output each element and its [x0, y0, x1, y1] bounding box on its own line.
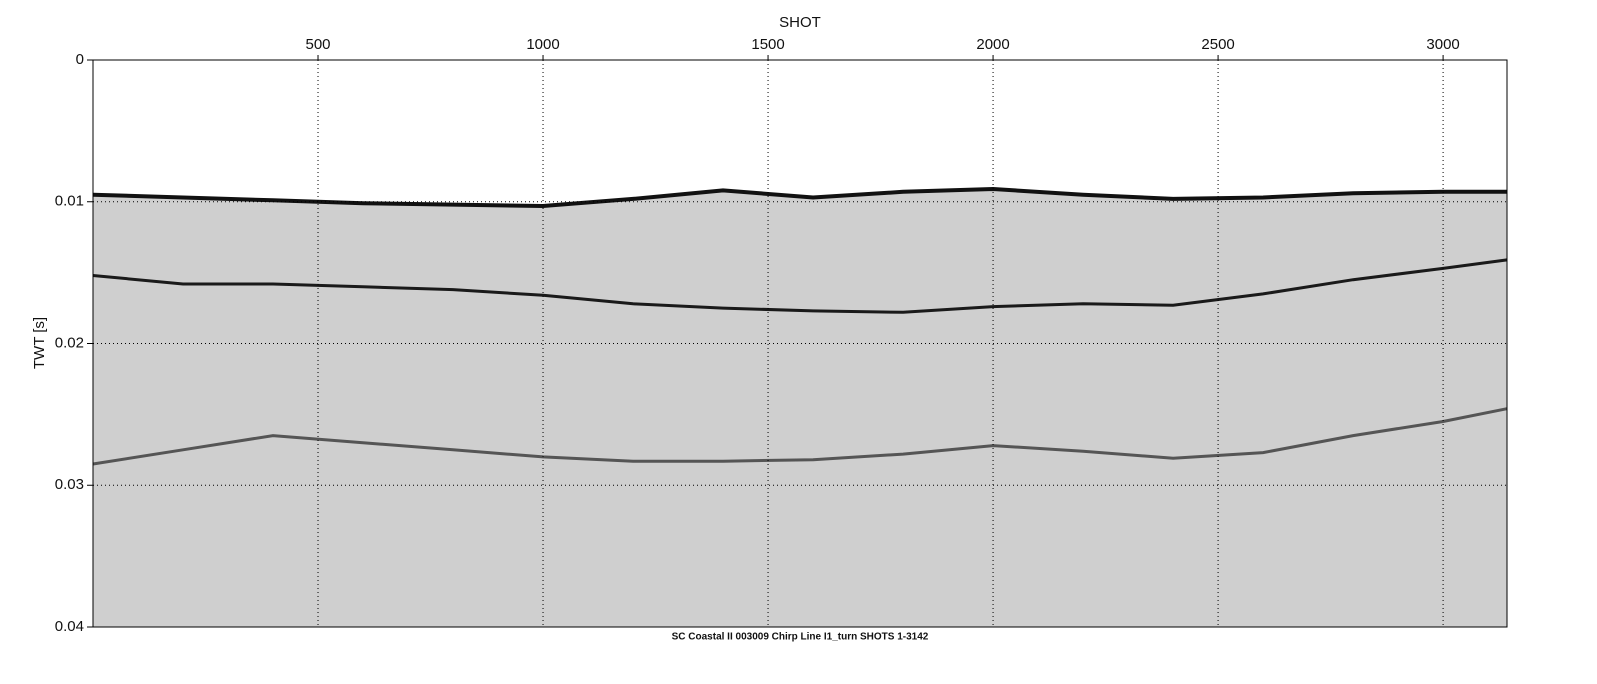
x-tick-label: 1000 [526, 36, 559, 53]
x-tick-label: 2500 [1201, 36, 1234, 53]
sediment-area [93, 189, 1507, 627]
y-tick-label: 0.01 [55, 193, 84, 210]
y-tick-label: 0.03 [55, 476, 84, 493]
x-tick-label: 1500 [751, 36, 784, 53]
y-axis-title: TWT [s] [31, 317, 48, 369]
y-tick-label: 0 [76, 51, 84, 68]
x-axis-title: SHOT [779, 14, 821, 31]
x-tick-label: 500 [306, 36, 331, 53]
x-tick-label: 3000 [1426, 36, 1459, 53]
reflector [92, 407, 1508, 466]
x-tick-label: 2000 [976, 36, 1009, 53]
y-tick-label: 0.04 [55, 618, 84, 635]
reflector [92, 258, 1508, 314]
caption: SC Coastal II 003009 Chirp Line I1_turn … [672, 632, 929, 643]
y-tick-label: 0.02 [55, 334, 84, 351]
